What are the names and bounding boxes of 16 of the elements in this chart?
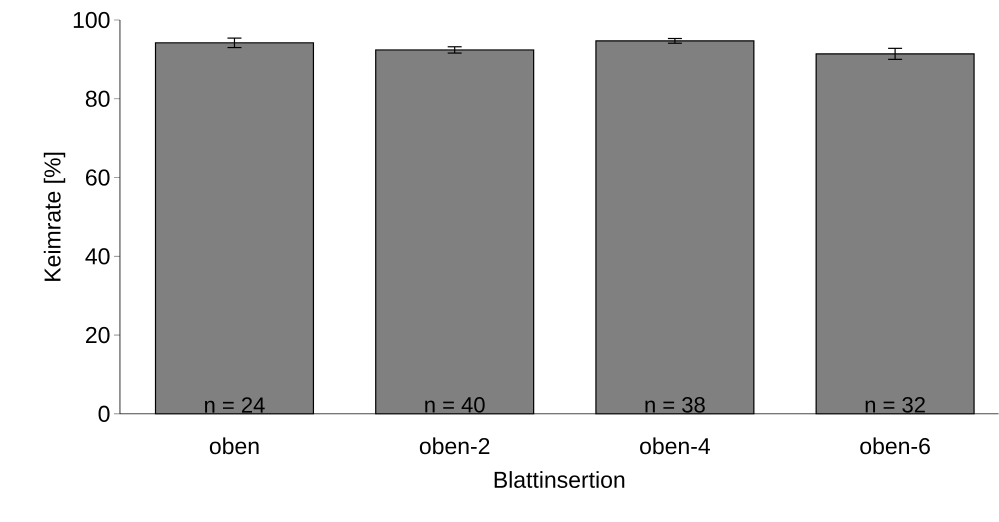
x-tick-label: oben-6 bbox=[860, 437, 930, 454]
annotation: n = 32 bbox=[866, 397, 925, 413]
annotation: n = 40 bbox=[425, 397, 485, 413]
y-tick-label: 100 bbox=[74, 12, 110, 28]
y-tick-label: 60 bbox=[86, 169, 110, 186]
x-tick-label: oben bbox=[210, 437, 259, 454]
x-axis-title: Blattinsertion bbox=[494, 471, 624, 488]
y-tick-label: 20 bbox=[86, 327, 110, 344]
x-tick-label: oben-4 bbox=[640, 437, 710, 454]
y-axis-title: Keimrate [%] bbox=[44, 152, 66, 281]
x-tick-label: oben-2 bbox=[420, 437, 490, 454]
annotation: n = 38 bbox=[645, 397, 705, 413]
annotation: n = 24 bbox=[205, 397, 265, 413]
y-tick-label: 0 bbox=[98, 406, 110, 422]
y-tick-label: 40 bbox=[85, 248, 110, 265]
y-tick-label: 80 bbox=[86, 90, 110, 107]
